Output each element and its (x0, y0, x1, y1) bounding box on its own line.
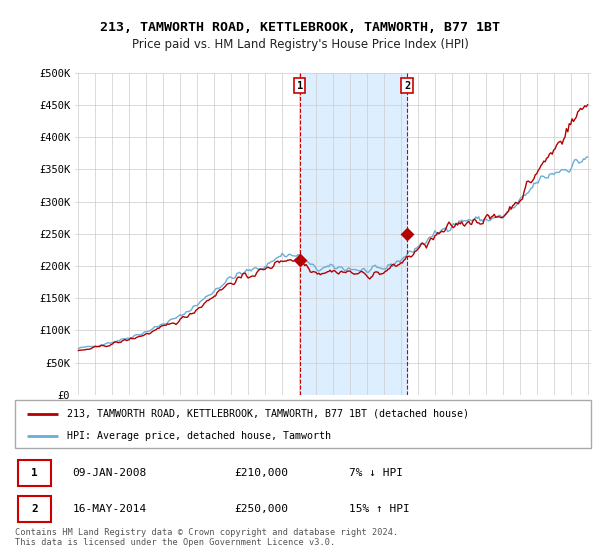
Text: 213, TAMWORTH ROAD, KETTLEBROOK, TAMWORTH, B77 1BT: 213, TAMWORTH ROAD, KETTLEBROOK, TAMWORT… (100, 21, 500, 34)
Text: 16-MAY-2014: 16-MAY-2014 (73, 504, 147, 514)
FancyBboxPatch shape (18, 460, 51, 486)
Text: HPI: Average price, detached house, Tamworth: HPI: Average price, detached house, Tamw… (67, 431, 331, 441)
Text: 2: 2 (31, 504, 38, 514)
Point (403, 230, 412, 239)
Text: 1: 1 (296, 81, 303, 91)
Text: £210,000: £210,000 (234, 468, 288, 478)
Text: 2: 2 (404, 81, 410, 91)
Text: 7% ↓ HPI: 7% ↓ HPI (349, 468, 403, 478)
Text: £250,000: £250,000 (234, 504, 288, 514)
Text: 09-JAN-2008: 09-JAN-2008 (73, 468, 147, 478)
Text: Contains HM Land Registry data © Crown copyright and database right 2024.
This d: Contains HM Land Registry data © Crown c… (15, 528, 398, 547)
Bar (300, 73, 407, 395)
FancyBboxPatch shape (15, 400, 591, 448)
FancyBboxPatch shape (18, 496, 51, 522)
Text: 213, TAMWORTH ROAD, KETTLEBROOK, TAMWORTH, B77 1BT (detached house): 213, TAMWORTH ROAD, KETTLEBROOK, TAMWORT… (67, 409, 469, 419)
Text: 1: 1 (31, 468, 38, 478)
Text: Price paid vs. HM Land Registry's House Price Index (HPI): Price paid vs. HM Land Registry's House … (131, 38, 469, 51)
Point (295, 255, 305, 264)
Text: 15% ↑ HPI: 15% ↑ HPI (349, 504, 410, 514)
